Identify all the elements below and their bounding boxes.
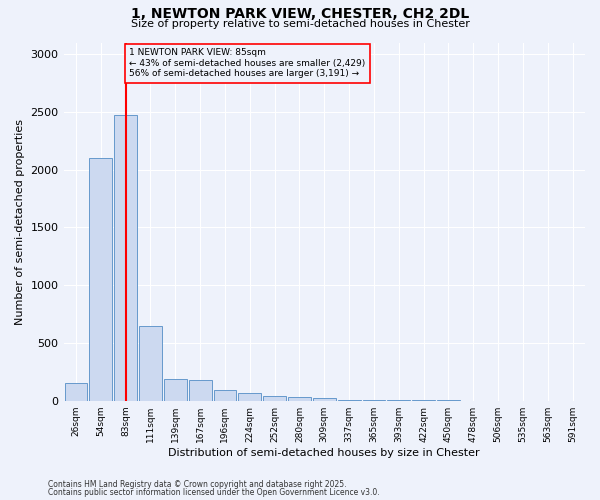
Bar xyxy=(188,380,212,400)
Text: 1 NEWTON PARK VIEW: 85sqm
← 43% of semi-detached houses are smaller (2,429)
56% : 1 NEWTON PARK VIEW: 85sqm ← 43% of semi-… xyxy=(130,48,365,78)
Bar xyxy=(288,397,311,400)
Bar xyxy=(214,390,236,400)
Text: Contains HM Land Registry data © Crown copyright and database right 2025.: Contains HM Land Registry data © Crown c… xyxy=(48,480,347,489)
Y-axis label: Number of semi-detached properties: Number of semi-detached properties xyxy=(15,118,25,324)
Bar xyxy=(238,393,261,400)
Text: Size of property relative to semi-detached houses in Chester: Size of property relative to semi-detach… xyxy=(131,19,469,29)
Text: 1, NEWTON PARK VIEW, CHESTER, CH2 2DL: 1, NEWTON PARK VIEW, CHESTER, CH2 2DL xyxy=(131,8,469,22)
X-axis label: Distribution of semi-detached houses by size in Chester: Distribution of semi-detached houses by … xyxy=(169,448,480,458)
Bar xyxy=(114,116,137,401)
Bar xyxy=(313,398,335,400)
Bar xyxy=(89,158,112,400)
Text: Contains public sector information licensed under the Open Government Licence v3: Contains public sector information licen… xyxy=(48,488,380,497)
Bar xyxy=(263,396,286,400)
Bar xyxy=(65,383,88,400)
Bar xyxy=(139,326,162,400)
Bar xyxy=(164,380,187,400)
